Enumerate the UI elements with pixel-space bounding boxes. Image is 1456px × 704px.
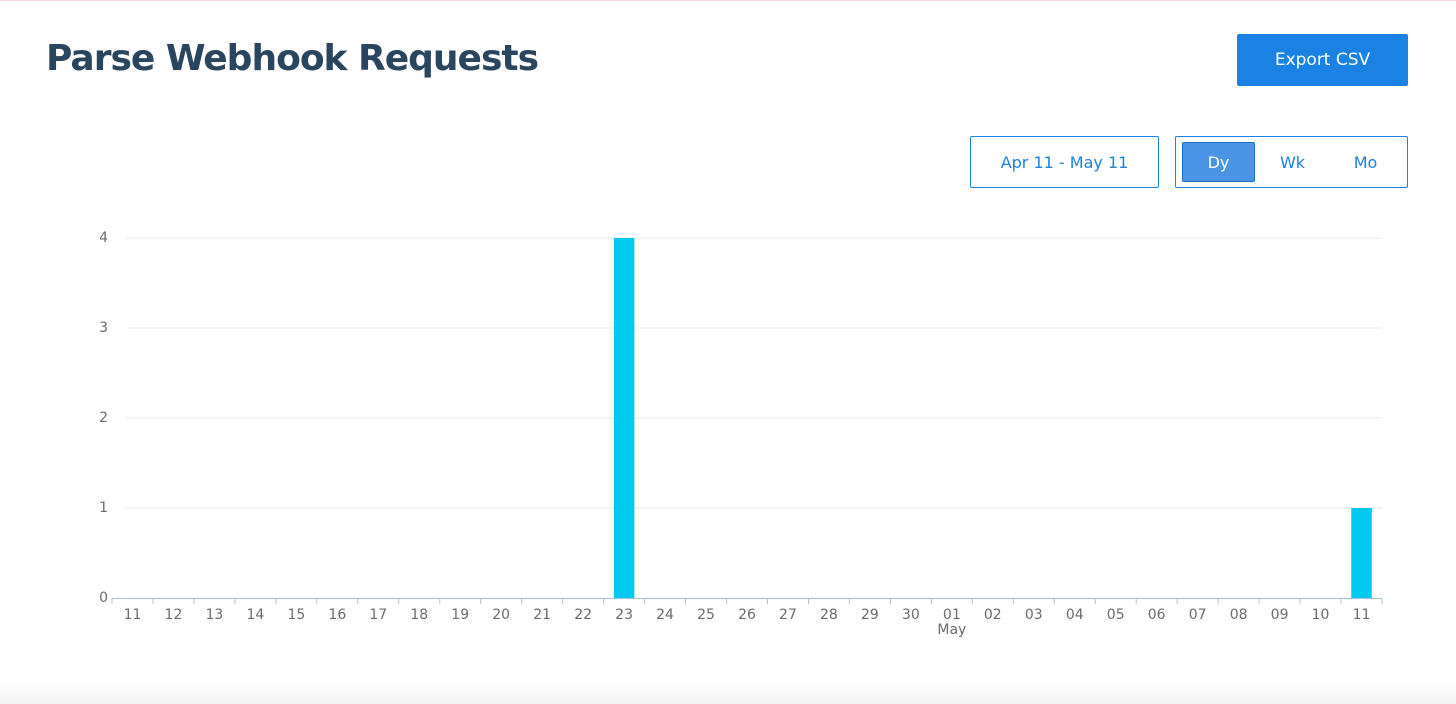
bar <box>613 238 635 598</box>
x-tick-label: 22 <box>574 607 592 623</box>
x-tick-label: 10 <box>1312 607 1330 623</box>
x-tick-label: 28 <box>820 607 838 623</box>
x-tick-label: 23 <box>615 607 633 623</box>
x-tick-label: 03 <box>1025 607 1043 623</box>
x-tick-label: 12 <box>165 607 183 623</box>
x-tick-label: 18 <box>410 607 428 623</box>
x-tick-label: 14 <box>246 607 264 623</box>
x-tick-label: 29 <box>861 607 879 623</box>
bar <box>1351 508 1372 598</box>
x-tick-label: 07 <box>1189 607 1207 623</box>
x-tick-label: 11 <box>1353 607 1371 623</box>
y-tick-label: 3 <box>99 320 108 336</box>
x-tick-label: 09 <box>1271 607 1289 623</box>
bottom-shadow <box>0 684 1456 704</box>
x-tick-label: 20 <box>492 607 510 623</box>
x-tick-label: 15 <box>287 607 305 623</box>
interval-selector: Dy Wk Mo <box>1175 136 1408 188</box>
x-tick-label: 04 <box>1066 607 1084 623</box>
x-tick-label: 26 <box>738 607 756 623</box>
x-tick-label: 25 <box>697 607 715 623</box>
page-title: Parse Webhook Requests <box>46 38 539 79</box>
x-tick-label: 02 <box>984 607 1002 623</box>
interval-option[interactable]: Dy <box>1182 142 1255 182</box>
x-tick-label: 11 <box>124 607 142 623</box>
x-tick-label: 30 <box>902 607 920 623</box>
export-button[interactable]: Export CSV <box>1237 34 1408 86</box>
x-tick-label: 17 <box>369 607 387 623</box>
interval-option[interactable]: Wk <box>1279 152 1306 172</box>
top-border <box>0 0 1456 1</box>
x-tick-label: 24 <box>656 607 674 623</box>
y-tick-label: 1 <box>99 500 108 516</box>
x-tick-label: 19 <box>451 607 469 623</box>
x-tick-label: 13 <box>206 607 224 623</box>
x-tick-label: 06 <box>1148 607 1166 623</box>
interval-option[interactable]: Mo <box>1353 152 1378 172</box>
y-tick-label: 4 <box>99 230 108 246</box>
x-tick-label: 16 <box>328 607 346 623</box>
x-tick-label: 08 <box>1230 607 1248 623</box>
x-tick-label: 27 <box>779 607 797 623</box>
y-tick-label: 0 <box>99 590 108 606</box>
y-tick-label: 2 <box>99 410 108 426</box>
x-tick-label: 05 <box>1107 607 1125 623</box>
x-tick-label: 01 <box>943 607 961 623</box>
date-range-picker[interactable]: Apr 11 - May 11 <box>970 136 1159 188</box>
x-tick-label: 21 <box>533 607 551 623</box>
month-label: May <box>937 622 966 638</box>
